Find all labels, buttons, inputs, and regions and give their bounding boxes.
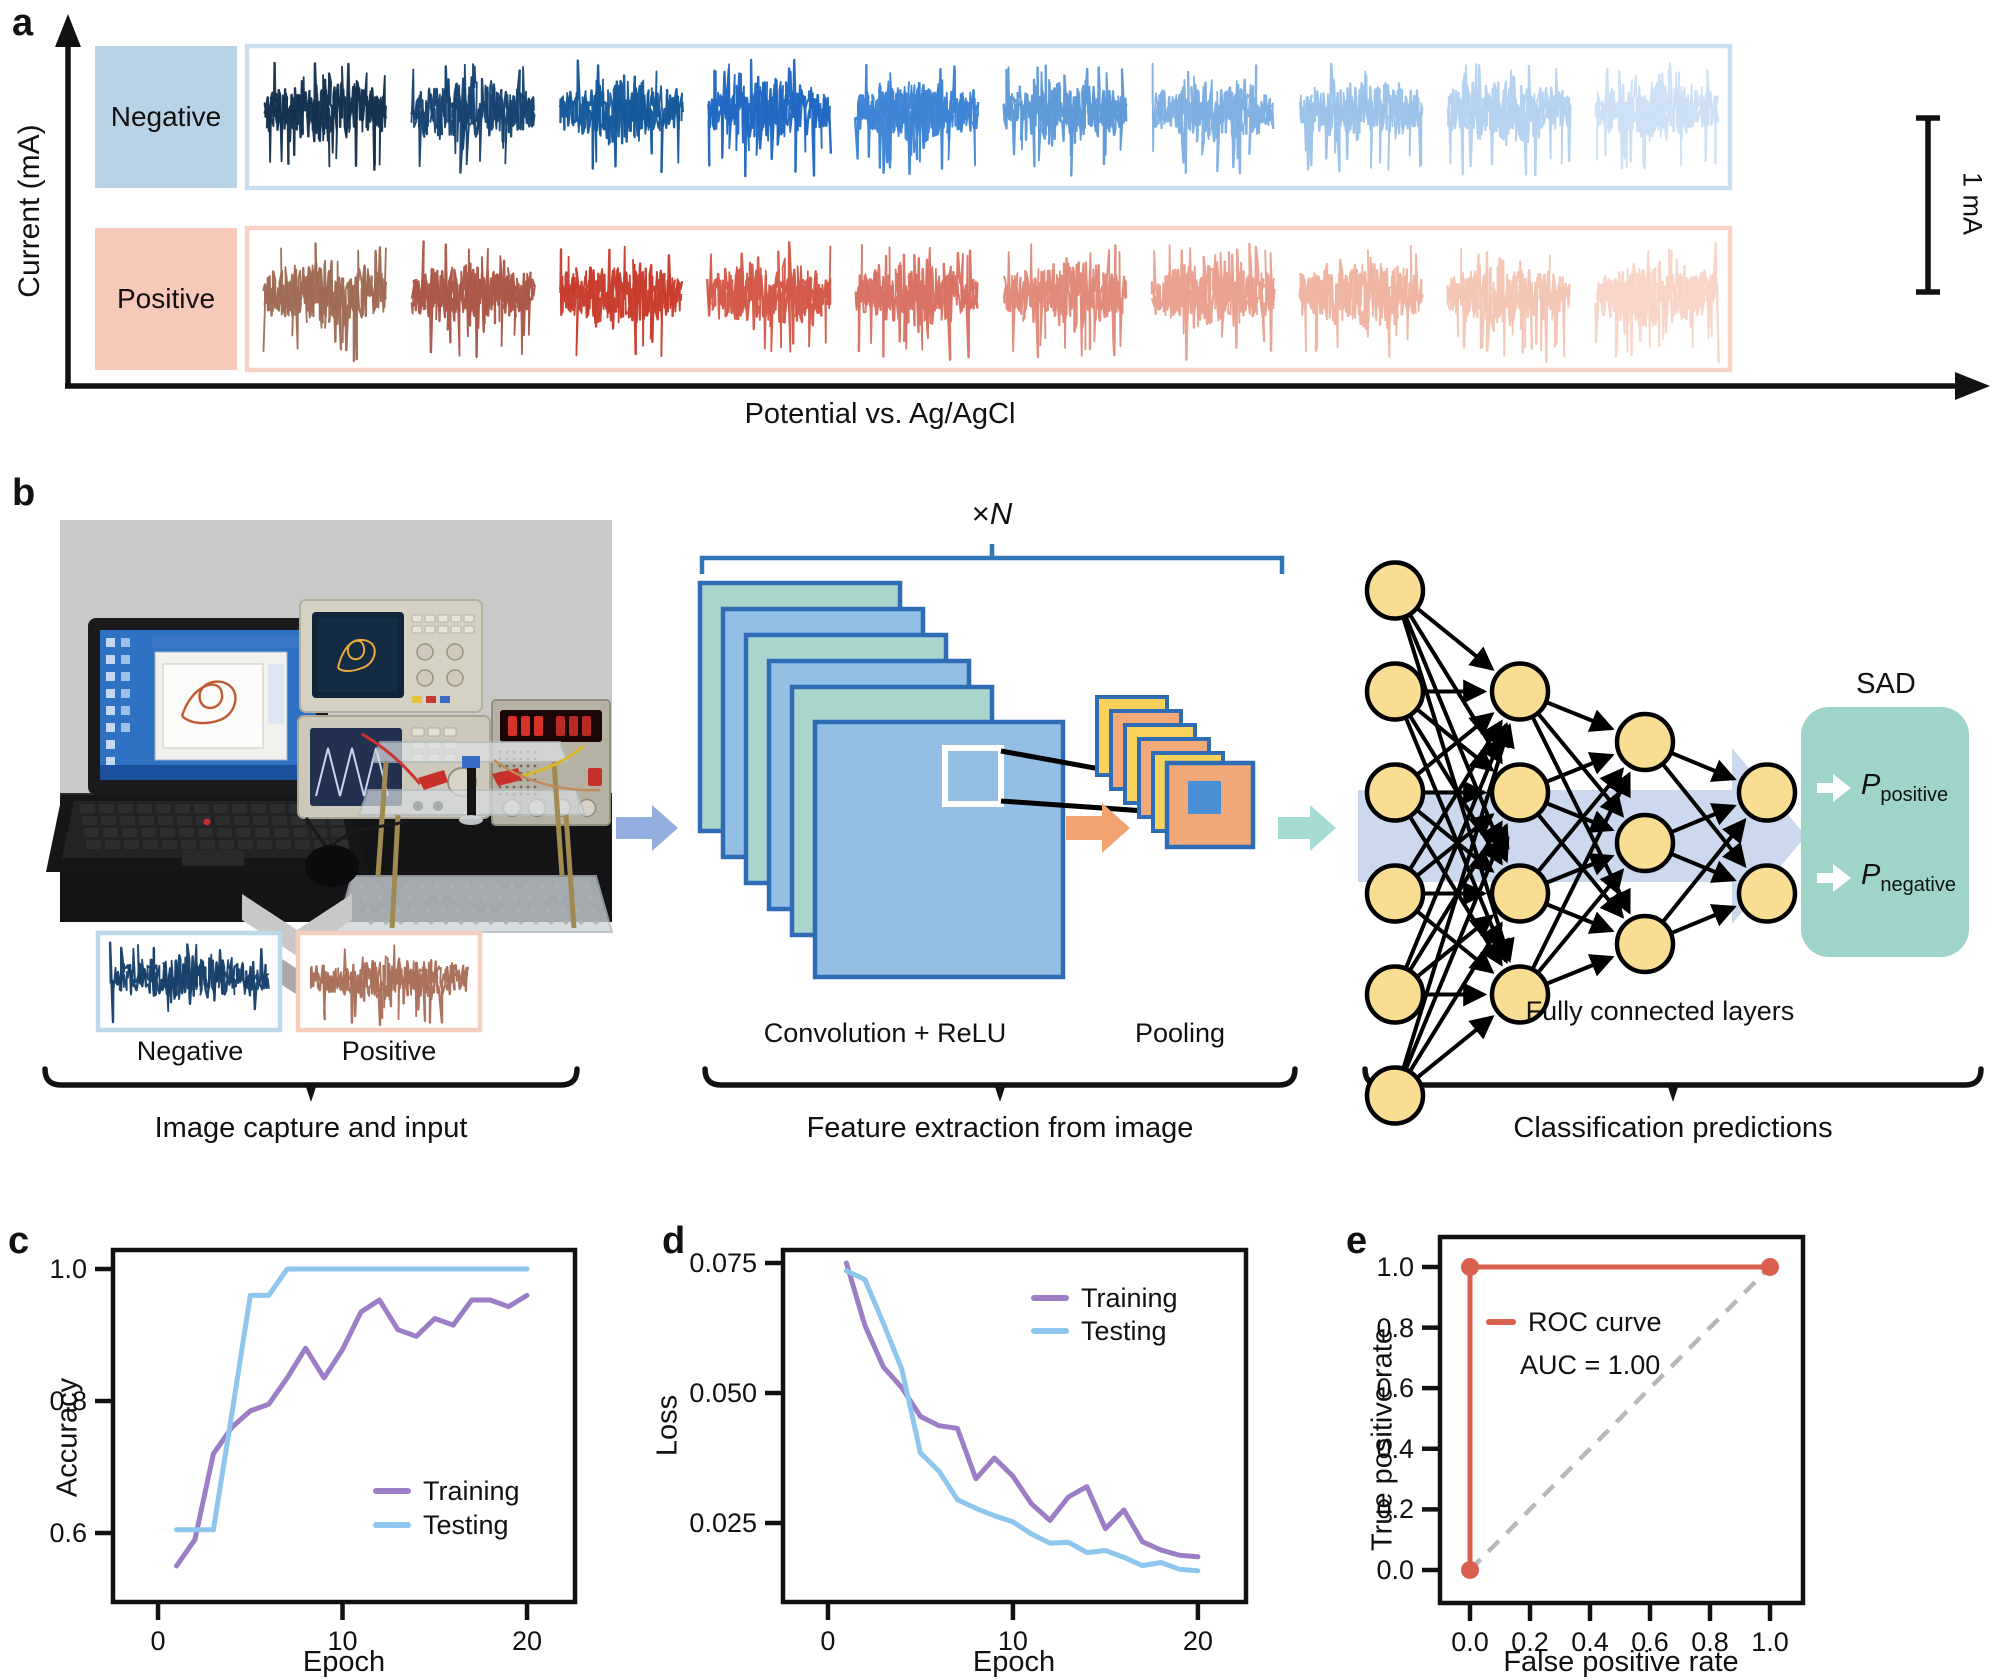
chart-e (1422, 1234, 1806, 1621)
lab-setup-photo (46, 520, 614, 933)
cv-trace-bundles (262, 58, 1720, 364)
chart-c (95, 1247, 578, 1620)
chart-d (765, 1247, 1249, 1620)
